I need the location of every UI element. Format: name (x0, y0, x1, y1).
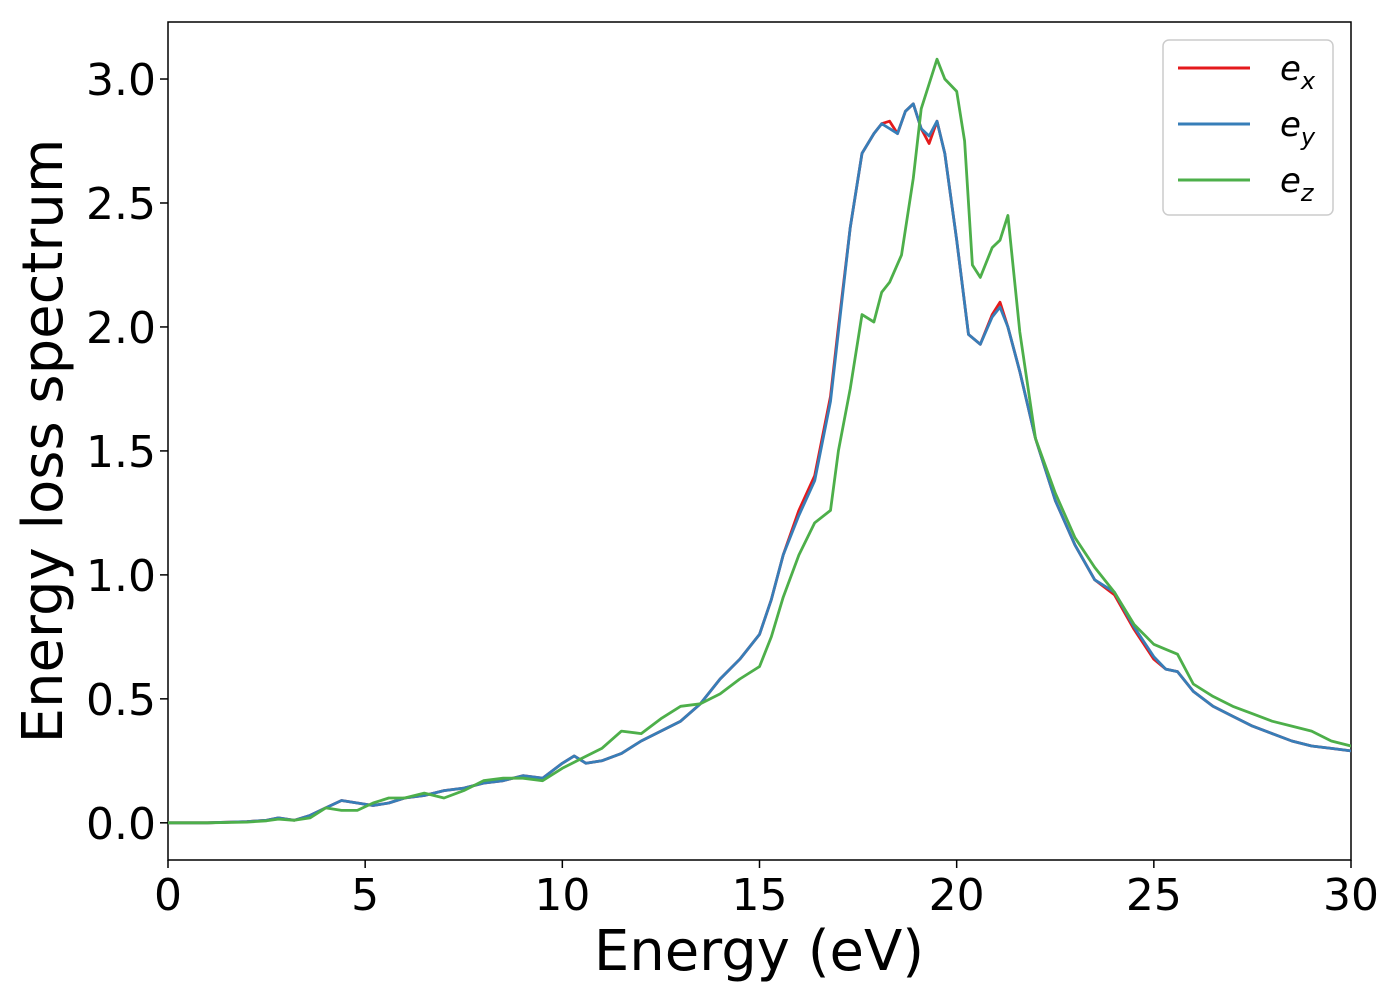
y-tick-label: 1.0 (86, 551, 156, 602)
legend-label-subscript: x (1300, 67, 1316, 95)
x-axis-label: Energy (eV) (594, 919, 924, 984)
legend-label-subscript: z (1300, 179, 1315, 207)
x-tick-label: 20 (929, 870, 985, 921)
y-tick-label: 0.5 (86, 675, 156, 726)
series-group (168, 57, 1351, 825)
x-axis: 0 5 10 15 20 25 30 (154, 860, 1379, 921)
legend-label-subscript: y (1300, 123, 1316, 151)
plot-area (167, 21, 1352, 861)
y-tick-label: 2.0 (86, 303, 156, 354)
x-tick-label: 0 (154, 870, 182, 921)
x-tick-label: 5 (351, 870, 379, 921)
y-axis: 0.0 0.5 1.0 1.5 2.0 2.5 3.0 (86, 55, 168, 850)
x-tick-label: 25 (1126, 870, 1182, 921)
x-tick-label: 15 (732, 870, 788, 921)
legend-label-base: e (1280, 49, 1301, 89)
legend-label: ex (1280, 49, 1316, 95)
y-tick-label: 1.5 (86, 427, 156, 478)
legend-label: ey (1280, 105, 1316, 151)
y-tick-label: 3.0 (86, 55, 156, 106)
x-tick-label: 30 (1323, 870, 1379, 921)
y-axis-label: Energy loss spectrum (11, 139, 76, 744)
y-tick-label: 0.0 (86, 799, 156, 850)
legend-label: ez (1280, 161, 1315, 207)
legend-box (1162, 39, 1334, 216)
plot-frame (167, 21, 1352, 861)
legend-label-base: e (1280, 105, 1301, 145)
y-tick-label: 2.5 (86, 179, 156, 230)
x-tick-label: 10 (534, 870, 590, 921)
legend-label-base: e (1280, 161, 1301, 201)
series-line-ez (168, 57, 1351, 825)
